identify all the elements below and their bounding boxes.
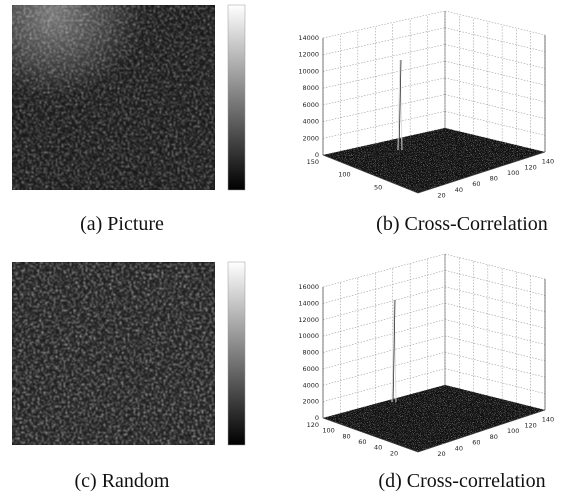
grid-line [444,319,546,345]
z-tick-label: 16000 [298,283,319,291]
grid-line [444,10,546,36]
z-tick-label: 10000 [298,67,319,75]
image-texture [12,262,215,445]
z-tick-label: 6000 [302,365,319,373]
width-tick-label: 120 [524,163,536,171]
grid-line [444,253,546,280]
grid-line [322,27,446,55]
depth-tick-label: 150 [307,158,319,166]
grid-line [322,77,446,106]
z-tick-label: 0 [315,414,319,422]
z-tick-label: 2000 [302,134,319,142]
axis-edge [322,417,419,453]
grid-line [444,270,546,296]
caption: (c) Random [75,470,170,492]
width-tick-label: 40 [455,186,463,194]
width-tick-label: 80 [490,175,498,183]
width-tick-label: 60 [472,180,480,188]
grid-line [444,352,546,378]
depth-tick-label: 100 [322,427,334,435]
grid-line [322,368,446,402]
grid-line [322,94,446,122]
grid-line [322,286,446,320]
depth-tick-label: 80 [342,432,350,440]
grid-line [444,368,546,394]
caption: (a) Picture [80,213,164,235]
grid-line [444,286,546,312]
z-tick-label: 8000 [302,84,319,92]
caption: (b) Cross-Correlation [376,213,548,235]
grid-line [322,335,446,370]
width-tick-label: 80 [490,433,498,441]
grid-line [322,60,446,89]
colorbar [227,4,246,191]
width-tick-label: 60 [472,439,480,447]
grid-line [444,77,546,103]
width-tick-label: 100 [507,427,519,435]
z-tick-label: 6000 [302,101,319,109]
z-tick-label: 4000 [302,381,319,389]
grid-line [444,94,546,119]
depth-tick-label: 100 [338,171,350,179]
width-tick-label: 20 [437,191,445,199]
grid-line [322,352,446,386]
grid-line [444,27,546,52]
grid-line [322,302,446,337]
z-tick-label: 10000 [298,332,319,340]
peak-line [392,299,396,407]
grid-line [444,60,546,86]
grid-line [444,44,546,69]
width-tick-label: 100 [507,169,519,177]
image-texture [12,5,215,190]
grid-line [444,335,546,362]
z-tick-label: 12000 [298,51,319,59]
width-tick-label: 120 [524,421,536,429]
grid-line [322,270,446,304]
axis-edge [417,409,546,453]
caption: (d) Cross-correlation [378,470,545,492]
width-tick-label: 140 [542,158,554,166]
peak-line [398,59,402,155]
z-tick-label: 0 [315,151,319,159]
width-tick-label: 140 [542,416,554,424]
depth-tick-label: 20 [390,449,398,457]
depth-tick-label: 120 [307,421,319,429]
width-tick-label: 40 [455,444,463,452]
peak [397,59,403,151]
z-tick-label: 14000 [298,34,319,42]
depth-tick-label: 50 [374,183,382,191]
grid-line [444,111,546,136]
z-tick-label: 14000 [298,299,319,307]
grid-line [322,253,446,288]
depth-tick-label: 60 [358,438,366,446]
grid-line [322,319,446,353]
z-tick-label: 2000 [302,398,319,406]
grid-line [322,44,446,72]
z-tick-label: 12000 [298,316,319,324]
width-tick-label: 20 [437,450,445,458]
grid-line [444,302,546,329]
colorbar [227,261,246,446]
peak [391,299,397,403]
grid-line [322,10,446,39]
axis-edge [322,154,419,194]
floor-noise [323,128,545,193]
depth-tick-label: 40 [374,444,382,452]
z-tick-label: 4000 [302,118,319,126]
z-tick-label: 8000 [302,349,319,357]
axis-edge [417,151,546,194]
floor-noise [323,385,545,452]
